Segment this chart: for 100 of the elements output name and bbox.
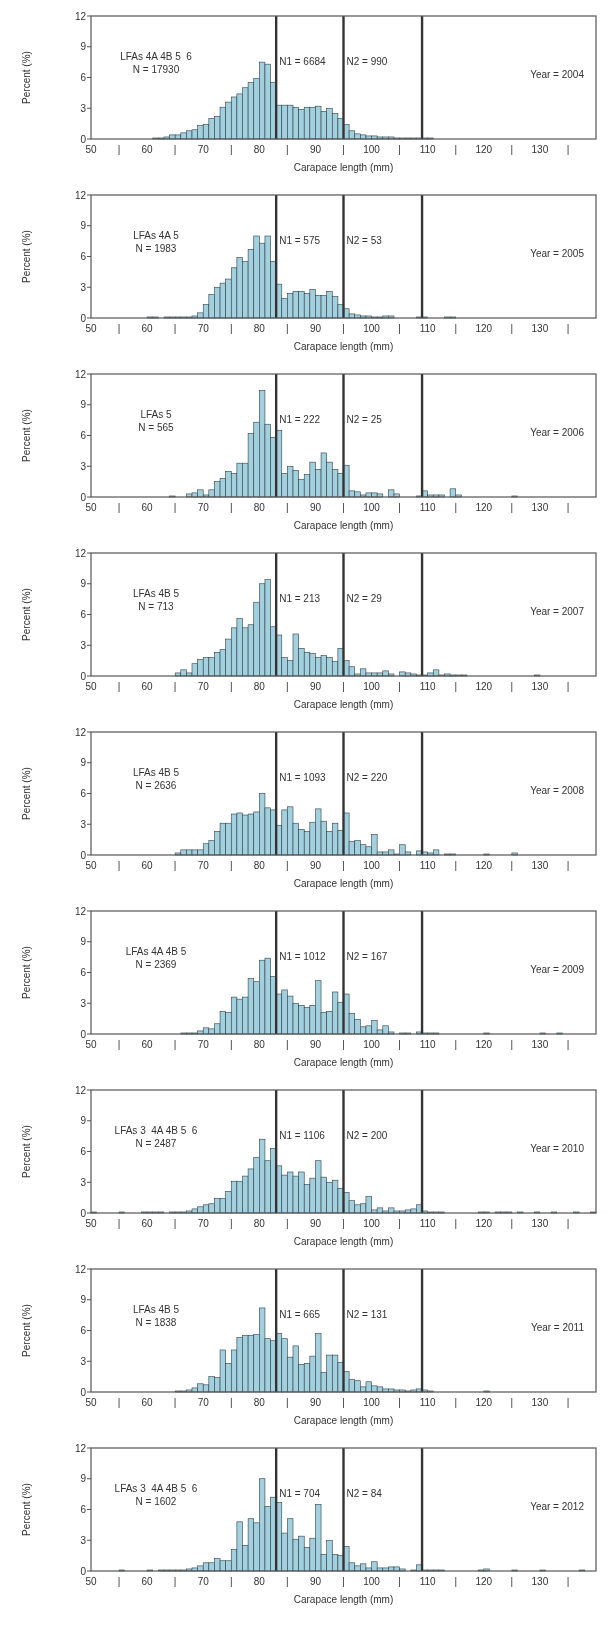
- y-tick-label: 3: [80, 1534, 87, 1546]
- x-tick-label: 70: [197, 144, 210, 155]
- x-tick-label: 100: [363, 144, 381, 155]
- y-tick-label: 12: [74, 10, 87, 22]
- x-axis-title: Carapace length (mm): [293, 1236, 394, 1247]
- annotation: N = 1602: [135, 1496, 177, 1508]
- x-tick-label: 90: [309, 1397, 322, 1408]
- x-tick-label: |: [286, 1576, 289, 1587]
- x-tick-label: 90: [309, 1039, 322, 1050]
- x-tick-label: |: [454, 860, 458, 871]
- x-tick-label: 50: [85, 502, 97, 513]
- annotation: N1 = 575: [279, 235, 321, 247]
- annotation: N1 = 1093: [279, 772, 327, 784]
- y-tick-label: 6: [80, 788, 87, 799]
- x-tick-label: 130: [531, 323, 549, 334]
- annotation: N2 = 53: [346, 235, 383, 247]
- y-tick-label: 3: [80, 997, 87, 1009]
- y-tick-label: 0: [80, 1207, 87, 1219]
- x-tick-label: |: [566, 1039, 570, 1050]
- y-axis-title: Percent (%): [21, 588, 32, 641]
- x-tick-label: |: [286, 681, 289, 692]
- x-tick-label: |: [286, 502, 289, 513]
- x-tick-label: 130: [531, 681, 549, 692]
- x-tick-label: 60: [141, 323, 154, 334]
- y-tick-label: 3: [80, 102, 87, 114]
- x-tick-label: |: [117, 860, 121, 871]
- y-tick-label: 6: [80, 1146, 87, 1157]
- x-tick-label: 60: [141, 860, 154, 871]
- x-tick-label: 80: [253, 1576, 266, 1587]
- x-tick-label: 110: [419, 1039, 437, 1050]
- annotation: Year = 2008: [530, 784, 585, 796]
- x-tick-label: 120: [475, 1039, 493, 1050]
- x-tick-label: 100: [363, 681, 381, 692]
- x-tick-label: 110: [419, 323, 437, 334]
- y-axis-title: Percent (%): [21, 1125, 32, 1178]
- annotation: N2 = 29: [346, 593, 383, 605]
- x-tick-label: |: [117, 1576, 121, 1587]
- x-tick-label: 70: [197, 1218, 210, 1229]
- annotation: LFAs 4B 5: [132, 588, 180, 600]
- x-tick-label: |: [342, 1576, 345, 1587]
- x-axis-title: Carapace length (mm): [293, 162, 394, 173]
- x-tick-label: |: [173, 323, 177, 334]
- y-tick-label: 9: [80, 936, 87, 948]
- x-tick-label: |: [117, 1039, 121, 1050]
- x-tick-label: |: [117, 323, 121, 334]
- y-tick-label: 12: [74, 189, 87, 201]
- x-tick-label: |: [286, 1039, 289, 1050]
- annotation: N2 = 84: [346, 1488, 383, 1500]
- y-axis-title: Percent (%): [21, 409, 32, 462]
- annotation: N1 = 213: [279, 593, 321, 605]
- x-tick-label: 70: [197, 860, 210, 871]
- y-tick-label: 0: [80, 491, 87, 503]
- annotation: N2 = 167: [346, 951, 388, 963]
- x-tick-label: 120: [475, 1218, 493, 1229]
- y-tick-label: 9: [80, 1294, 87, 1306]
- annotation: N2 = 131: [346, 1309, 388, 1321]
- x-tick-label: |: [510, 681, 514, 692]
- x-tick-label: 120: [475, 144, 493, 155]
- x-tick-label: |: [286, 1218, 289, 1229]
- y-tick-label: 9: [80, 220, 87, 232]
- x-tick-label: |: [566, 1576, 570, 1587]
- y-tick-label: 12: [74, 905, 87, 917]
- x-tick-label: |: [173, 681, 177, 692]
- annotation: Year = 2005: [530, 247, 585, 259]
- y-tick-label: 9: [80, 1473, 87, 1485]
- x-axis-title: Carapace length (mm): [293, 699, 394, 710]
- x-tick-label: 60: [141, 1039, 154, 1050]
- y-tick-label: 9: [80, 1115, 87, 1127]
- x-tick-label: 80: [253, 860, 266, 871]
- x-tick-label: 120: [475, 681, 493, 692]
- x-tick-label: 110: [419, 144, 437, 155]
- x-tick-label: 80: [253, 502, 266, 513]
- y-tick-label: 0: [80, 312, 87, 324]
- annotation: LFAs 4A 4B 5: [125, 946, 187, 958]
- x-tick-label: 60: [141, 1397, 154, 1408]
- annotation: LFAs 4B 5: [132, 767, 180, 779]
- x-tick-label: |: [117, 144, 121, 155]
- annotation: LFAs 4A 4B 5 6: [120, 51, 193, 63]
- x-tick-label: 90: [309, 502, 322, 513]
- y-tick-label: 6: [80, 1325, 87, 1336]
- x-tick-label: 70: [197, 1576, 210, 1587]
- x-tick-label: 90: [309, 1218, 322, 1229]
- x-tick-label: |: [342, 1039, 345, 1050]
- y-tick-label: 12: [74, 1084, 87, 1096]
- y-tick-label: 6: [80, 1504, 87, 1515]
- x-tick-label: 110: [419, 1576, 437, 1587]
- annotation: N = 2487: [135, 1138, 177, 1150]
- annotation: N = 1838: [135, 1317, 177, 1329]
- x-tick-label: 50: [85, 323, 97, 334]
- x-tick-label: |: [510, 323, 514, 334]
- x-tick-label: 130: [531, 1039, 549, 1050]
- x-tick-label: 120: [475, 1576, 493, 1587]
- x-tick-label: |: [454, 681, 458, 692]
- x-tick-label: |: [566, 681, 570, 692]
- y-tick-label: 12: [74, 547, 87, 559]
- x-tick-label: |: [566, 1218, 570, 1229]
- x-tick-label: 120: [475, 860, 493, 871]
- x-tick-label: 110: [419, 502, 437, 513]
- x-tick-label: |: [173, 1218, 177, 1229]
- x-tick-label: 50: [85, 1576, 97, 1587]
